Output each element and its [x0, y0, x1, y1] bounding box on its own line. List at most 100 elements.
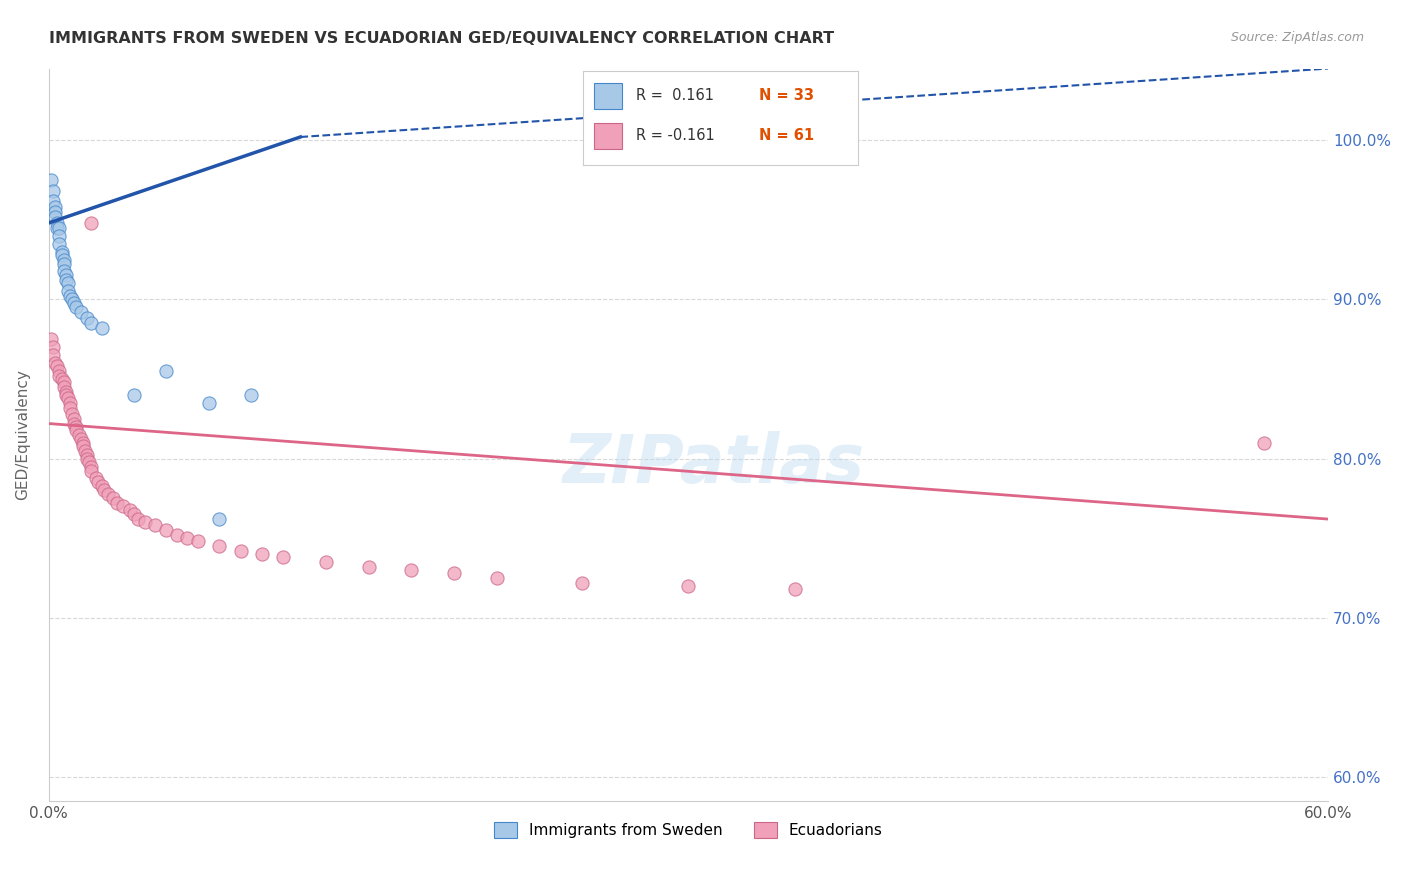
Point	[77, 455, 100, 469]
Point	[87, 475, 110, 490]
Point	[65, 301, 87, 315]
Point	[42, 184, 65, 198]
Point	[52, 380, 75, 394]
Point	[91, 478, 114, 492]
Point	[59, 289, 82, 303]
Point	[93, 483, 115, 498]
Point	[44, 204, 66, 219]
Point	[51, 244, 73, 259]
Point	[39, 332, 62, 346]
Point	[229, 544, 252, 558]
Point	[80, 216, 103, 230]
Point	[51, 372, 73, 386]
Point	[101, 491, 124, 506]
Point	[240, 388, 263, 402]
Point	[72, 435, 94, 450]
Point	[44, 210, 66, 224]
Bar	[595, 83, 621, 109]
Point	[80, 316, 103, 330]
Text: N = 61: N = 61	[759, 128, 814, 144]
Point	[250, 547, 273, 561]
Point	[69, 305, 91, 319]
Point	[60, 293, 83, 307]
Point	[63, 411, 86, 425]
Point	[65, 423, 87, 437]
Point	[48, 228, 70, 243]
Point	[46, 220, 69, 235]
Point	[55, 273, 77, 287]
Text: R =  0.161: R = 0.161	[636, 87, 714, 103]
Point	[46, 216, 69, 230]
Text: ZIPatlas: ZIPatlas	[562, 431, 865, 497]
Point	[112, 500, 135, 514]
Point	[187, 534, 209, 549]
Point	[44, 200, 66, 214]
Point	[44, 356, 66, 370]
Point	[59, 401, 82, 415]
Point	[48, 368, 70, 383]
Point	[42, 194, 65, 208]
Point	[208, 512, 231, 526]
Point	[208, 539, 231, 553]
Point	[55, 384, 77, 399]
Point	[59, 396, 82, 410]
Point	[678, 579, 700, 593]
Text: Source: ZipAtlas.com: Source: ZipAtlas.com	[1230, 31, 1364, 45]
Point	[118, 502, 141, 516]
Point	[271, 550, 294, 565]
Point	[63, 417, 86, 431]
Point	[42, 348, 65, 362]
Point	[127, 512, 149, 526]
Point	[48, 236, 70, 251]
Point	[122, 388, 145, 402]
Point	[55, 388, 77, 402]
Y-axis label: GED/Equivalency: GED/Equivalency	[15, 369, 30, 500]
Point	[42, 340, 65, 354]
Point	[55, 268, 77, 283]
Point	[63, 295, 86, 310]
Point	[60, 407, 83, 421]
Point	[80, 459, 103, 474]
Point	[315, 555, 337, 569]
Point	[399, 563, 422, 577]
Point	[1253, 435, 1275, 450]
Point	[73, 443, 96, 458]
Point	[155, 523, 177, 537]
Point	[48, 220, 70, 235]
Bar	[595, 123, 621, 149]
Text: N = 33: N = 33	[759, 87, 814, 103]
Point	[357, 559, 380, 574]
Point	[485, 571, 508, 585]
Point	[39, 173, 62, 187]
Point	[52, 263, 75, 277]
Point	[56, 277, 79, 291]
Text: IMMIGRANTS FROM SWEDEN VS ECUADORIAN GED/EQUIVALENCY CORRELATION CHART: IMMIGRANTS FROM SWEDEN VS ECUADORIAN GED…	[49, 31, 834, 46]
Legend: Immigrants from Sweden, Ecuadorians: Immigrants from Sweden, Ecuadorians	[488, 816, 889, 845]
Point	[76, 311, 98, 326]
Point	[91, 321, 114, 335]
Point	[72, 439, 94, 453]
Point	[783, 582, 806, 596]
Point	[155, 364, 177, 378]
Point	[145, 518, 167, 533]
Point	[105, 496, 128, 510]
Point	[51, 248, 73, 262]
Point	[166, 528, 188, 542]
Point	[97, 486, 120, 500]
Point	[65, 419, 87, 434]
Point	[52, 257, 75, 271]
Point	[80, 464, 103, 478]
Point	[46, 359, 69, 374]
Point	[56, 391, 79, 405]
Point	[84, 471, 107, 485]
Point	[134, 515, 156, 529]
Text: R = -0.161: R = -0.161	[636, 128, 714, 144]
Point	[52, 252, 75, 267]
Point	[571, 575, 593, 590]
Point	[176, 531, 198, 545]
Point	[76, 449, 98, 463]
Point	[48, 364, 70, 378]
Point	[69, 433, 91, 447]
Point	[76, 451, 98, 466]
Point	[52, 375, 75, 389]
